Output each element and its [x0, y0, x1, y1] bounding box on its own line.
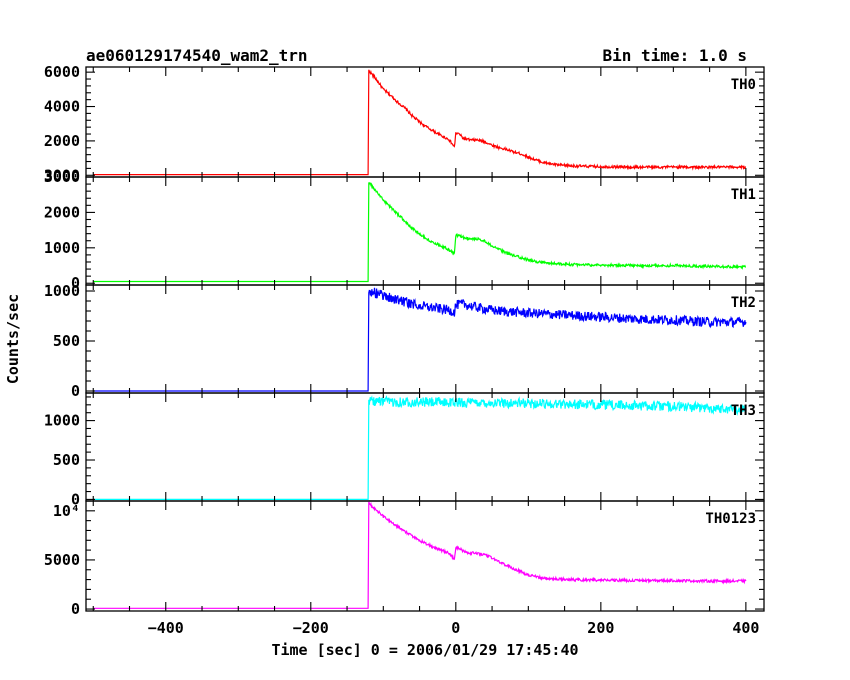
y-axis-label: Counts/sec [4, 294, 22, 384]
panel-frame [85, 66, 765, 178]
y-tick-label: 0 [71, 274, 80, 292]
y-tick-label: 2000 [44, 203, 80, 221]
y-tick-label: 1000 [44, 239, 80, 257]
panel-label-th0123: TH0123 [705, 511, 756, 527]
series-line-th0123 [93, 501, 747, 609]
panel-label-th2: TH2 [731, 295, 756, 311]
x-tick-label: −200 [293, 619, 329, 637]
x-tick-labels: −400 −200 0 200 400 [148, 619, 760, 637]
chart-title: ae060129174540_wam2_trn [86, 46, 308, 65]
x-tick-label: 0 [451, 619, 460, 637]
panel-label-th3: TH3 [731, 403, 756, 419]
x-axis-label: Time [sec] 0 = 2006/01/29 17:45:40 [271, 641, 578, 659]
y-tick-label: 3000 [44, 166, 80, 184]
series-line-th0 [93, 69, 746, 176]
y-tick-label: 6000 [44, 63, 80, 81]
panel-th0123: 0 5000 10⁴ TH0123 [44, 500, 765, 618]
y-tick-label: 4000 [44, 98, 80, 116]
bin-time-label: Bin time: 1.0 s [603, 46, 748, 65]
x-tick-label: 200 [587, 619, 614, 637]
series-line-th3 [93, 395, 747, 500]
series-line-th1 [93, 181, 747, 283]
x-tick-label: −400 [148, 619, 184, 637]
y-tick-label: 1000 [44, 412, 80, 430]
y-tick-label: 3000 [44, 168, 80, 186]
y-tick-label: 500 [53, 332, 80, 350]
series-line-th2 [93, 287, 747, 392]
panel-frame [85, 500, 765, 612]
y-tick-label: 1000 [44, 282, 80, 300]
panel-th2: 0 500 1000 TH2 [44, 282, 765, 400]
panel-frame [85, 176, 765, 286]
y-tick-label: 2000 [44, 132, 80, 150]
y-tick-label: 5000 [44, 551, 80, 569]
panel-th1: 0 1000 2000 3000 TH1 [44, 168, 765, 292]
y-tick-label: 500 [53, 451, 80, 469]
panels-group: 3000200040006000TH00100020003000TH105001… [44, 63, 765, 618]
y-tick-label: 0 [71, 600, 80, 618]
y-tick-label: 10⁴ [53, 502, 80, 520]
panel-label-th1: TH1 [731, 187, 756, 203]
panel-label-th0: TH0 [731, 77, 756, 93]
panel-th3: 0 500 1000 TH3 [44, 392, 765, 508]
panel-th0: 3000 2000 4000 6000 TH0 [44, 63, 765, 184]
y-tick-label: 0 [71, 382, 80, 400]
x-tick-label: 400 [732, 619, 759, 637]
y-tick-label: 0 [71, 490, 80, 508]
panel-frame [85, 284, 765, 394]
